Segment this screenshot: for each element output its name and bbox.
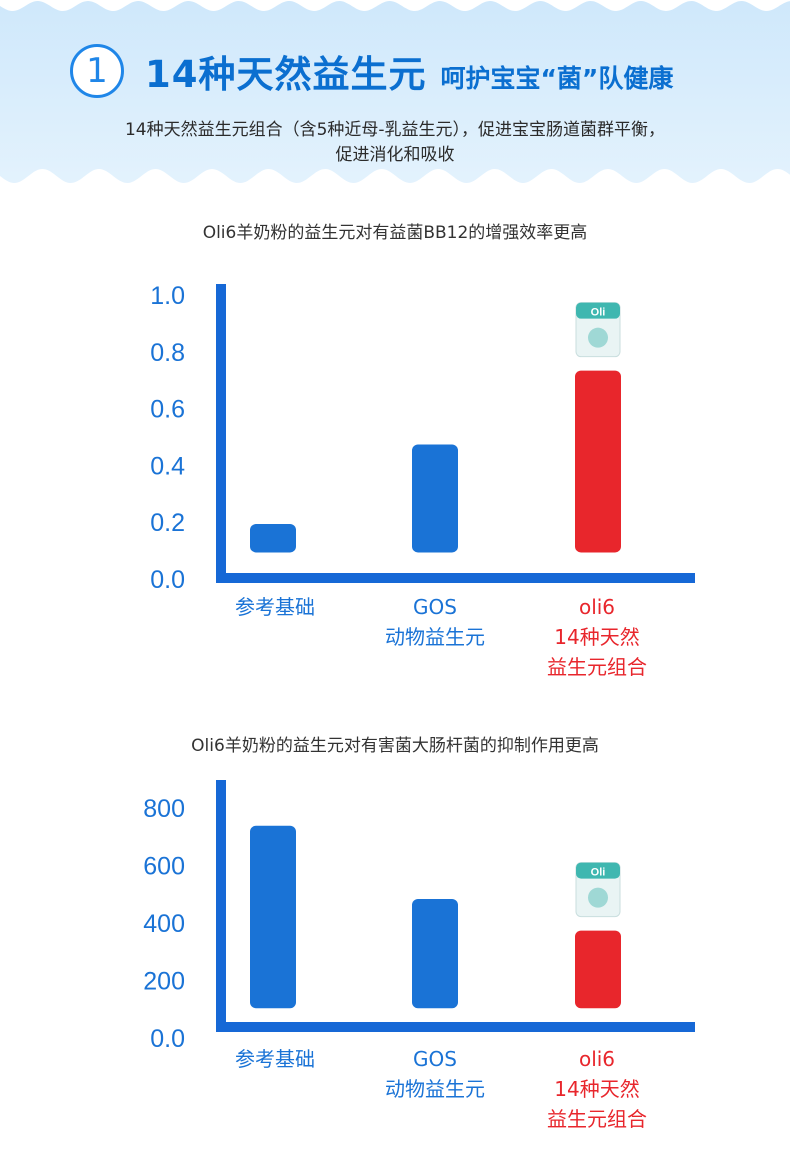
y-tick-label: 800: [143, 795, 185, 823]
bar: [412, 444, 458, 553]
chart-2-title: Oli6羊奶粉的益生元对有害菌大肠杆菌的抑制作用更高: [191, 736, 599, 756]
y-tick-label: 0.0: [150, 566, 185, 594]
category-line: 14种天然: [554, 625, 640, 649]
y-tick-label: 600: [143, 853, 185, 881]
chart-1-category-1: GOS 动物益生元: [345, 592, 525, 652]
pack-brand-text: Oli: [591, 867, 606, 879]
y-tick-label: 1.0: [150, 282, 185, 310]
product-pack-icon: Oli: [575, 862, 621, 918]
category-line: 参考基础: [235, 595, 315, 619]
pack-brand-text: Oli: [591, 307, 606, 319]
chart-1-plot: 1.0 0.8 0.6 0.4 0.2 0.0 Oli: [150, 282, 695, 594]
y-axis-line: [216, 284, 226, 583]
headline-title: 14种天然益生元: [145, 53, 427, 96]
y-tick-label: 0.0: [150, 1025, 185, 1053]
wavy-banner-background: [0, 0, 790, 183]
y-tick-label: 0.8: [150, 339, 185, 367]
category-line: 动物益生元: [385, 625, 485, 649]
chart-2-category-2: oli6 14种天然 益生元组合: [507, 1044, 687, 1134]
category-line: 动物益生元: [385, 1077, 485, 1101]
y-tick-label: 0.4: [150, 452, 185, 480]
bar: [250, 524, 296, 553]
chart-2-category-1: GOS 动物益生元: [345, 1044, 525, 1104]
pack-band: [576, 302, 620, 319]
x-axis-line: [216, 1022, 695, 1032]
bar: [250, 825, 296, 1009]
x-axis-line: [216, 573, 695, 583]
pack-band: [576, 862, 620, 879]
category-line: 益生元组合: [547, 655, 647, 679]
chart-1-title: Oli6羊奶粉的益生元对有益菌BB12的增强效率更高: [202, 223, 588, 243]
pack-emblem: [588, 887, 608, 908]
category-line: 14种天然: [554, 1077, 640, 1101]
feature-header: 1 14种天然益生元 呵护宝宝“菌”队健康 14种天然益生元组合（含5种近母-乳益…: [0, 0, 790, 200]
headline: 14种天然益生元 呵护宝宝“菌”队健康: [145, 44, 673, 98]
intro-line-2: 促进消化和吸收: [335, 145, 455, 165]
headline-subtitle: 呵护宝宝“菌”队健康: [440, 64, 674, 93]
category-line: GOS: [413, 595, 457, 619]
chart-2-category-0: 参考基础: [185, 1044, 365, 1074]
category-line: oli6: [578, 1047, 616, 1071]
y-tick-label: 0.6: [150, 396, 185, 424]
chart-1-category-2: oli6 14种天然 益生元组合: [507, 592, 687, 682]
chart-2-plot: 800 600 400 200 0.0 Oli: [143, 780, 695, 1053]
y-tick-label: 400: [143, 910, 185, 938]
category-line: oli6: [578, 595, 616, 619]
bar: [575, 930, 621, 1009]
category-line: 参考基础: [235, 1047, 315, 1071]
bar: [575, 370, 621, 553]
intro-line-1: 14种天然益生元组合（含5种近母-乳益生元），促进宝宝肠道菌群平衡，: [124, 120, 666, 140]
y-tick-label: 200: [143, 968, 185, 996]
chart-1-category-0: 参考基础: [185, 592, 365, 622]
step-number-badge: 1: [70, 44, 124, 98]
y-axis-line: [216, 780, 226, 1032]
pack-emblem: [588, 327, 608, 348]
category-line: GOS: [413, 1047, 457, 1071]
y-tick-label: 0.2: [150, 509, 185, 537]
bar: [412, 899, 458, 1009]
product-pack-icon: Oli: [575, 302, 621, 358]
category-line: 益生元组合: [547, 1107, 647, 1131]
